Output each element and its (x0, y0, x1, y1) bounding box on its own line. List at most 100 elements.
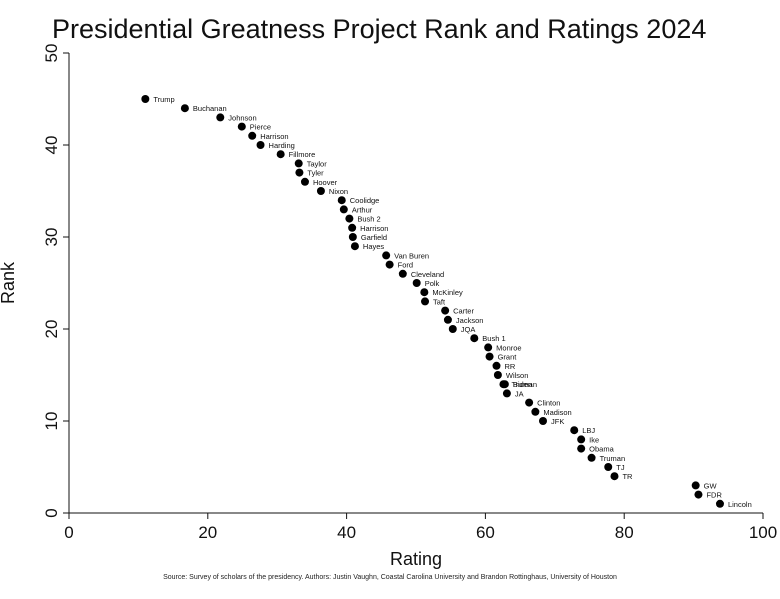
data-point (385, 260, 394, 269)
data-point (502, 389, 511, 398)
data-point (398, 269, 407, 278)
data-point (141, 95, 150, 103)
data-point (237, 122, 246, 131)
data-point (337, 196, 346, 205)
point-label: Buchanan (193, 104, 227, 113)
data-point (216, 113, 225, 122)
point-label: Truman (600, 454, 626, 463)
data-point (412, 279, 421, 287)
point-label: Cleveland (411, 270, 444, 279)
data-point (348, 223, 357, 232)
data-point (448, 325, 457, 333)
point-label: Pierce (250, 123, 271, 132)
data-point (420, 288, 429, 297)
data-point (493, 371, 502, 379)
data-point (470, 334, 479, 343)
data-point (500, 380, 509, 389)
data-point (539, 417, 548, 425)
point-label: Trump (153, 95, 174, 104)
y-tick-label: 10 (42, 412, 61, 431)
point-label: Polk (425, 279, 440, 288)
point-label: Grant (498, 353, 518, 362)
data-point (295, 168, 304, 177)
point-label: Hayes (363, 242, 385, 251)
data-points: TrumpBuchananJohnsonPierceHarrisonHardin… (141, 95, 752, 509)
data-point (345, 214, 354, 223)
y-tick-label: 50 (42, 44, 61, 63)
point-label: Jackson (456, 316, 484, 325)
point-label: Taft (433, 297, 446, 306)
point-label: Truman (511, 380, 537, 389)
point-label: Clinton (537, 399, 560, 408)
ticks: 0 20 40 60 80 100 0 10 20 30 40 50 (42, 44, 777, 542)
x-tick-label: 20 (198, 523, 217, 542)
y-tick-label: 0 (42, 508, 61, 517)
point-label: GW (704, 481, 718, 490)
data-point (441, 306, 450, 315)
data-point (715, 499, 724, 508)
data-point (276, 150, 285, 159)
point-label: Lincoln (728, 500, 752, 509)
data-point (316, 187, 325, 195)
x-tick-label: 100 (749, 523, 777, 542)
data-point (587, 453, 596, 462)
point-label: Harrison (260, 132, 288, 141)
data-point (610, 472, 619, 481)
point-label: Obama (589, 445, 614, 454)
data-point (484, 343, 493, 352)
point-label: TJ (616, 463, 625, 472)
x-tick-label: 60 (476, 523, 495, 542)
axes (68, 53, 763, 514)
point-label: Wilson (506, 371, 529, 380)
point-label: Ike (589, 435, 599, 444)
data-point (531, 407, 540, 416)
point-label: Biden (513, 380, 532, 389)
point-label: JA (515, 389, 524, 398)
x-tick-label: 80 (615, 523, 634, 542)
data-point (604, 463, 613, 471)
data-point (694, 490, 703, 499)
data-point (294, 159, 303, 168)
data-point (256, 141, 265, 149)
data-point (577, 444, 586, 453)
point-label: Johnson (228, 113, 256, 122)
point-label: RR (505, 362, 516, 371)
y-axis-title: Rank (0, 261, 18, 304)
data-point (348, 233, 357, 241)
data-point (339, 205, 348, 214)
point-label: Van Buren (394, 251, 429, 260)
point-label: TR (622, 472, 633, 481)
point-label: Monroe (496, 343, 521, 352)
point-label: McKinley (432, 288, 463, 297)
point-label: Arthur (352, 205, 373, 214)
point-label: Harding (269, 141, 295, 150)
x-axis-title: Rating (390, 549, 442, 569)
data-point (443, 315, 452, 324)
point-label: Coolidge (350, 196, 380, 205)
point-label: Taylor (307, 159, 328, 168)
point-label: Carter (453, 307, 474, 316)
point-label: Ford (398, 261, 413, 270)
data-point (577, 435, 586, 444)
data-point (180, 104, 189, 113)
point-label: Madison (543, 408, 571, 417)
data-point (570, 426, 579, 435)
data-point (350, 242, 359, 251)
point-label: Harrison (360, 224, 388, 233)
chart-title: Presidential Greatness Project Rank and … (52, 14, 707, 44)
point-label: JQA (461, 325, 476, 334)
data-point (382, 251, 391, 260)
data-point (691, 481, 700, 490)
y-tick-label: 40 (42, 136, 61, 155)
point-label: JFK (551, 417, 564, 426)
point-label: Bush 1 (482, 334, 505, 343)
data-point (248, 131, 257, 140)
point-label: Fillmore (289, 150, 316, 159)
x-tick-label: 0 (64, 523, 73, 542)
y-tick-label: 30 (42, 228, 61, 247)
point-label: FDR (706, 491, 722, 500)
data-point (485, 352, 494, 361)
point-label: Hoover (313, 178, 338, 187)
data-point (525, 398, 534, 407)
